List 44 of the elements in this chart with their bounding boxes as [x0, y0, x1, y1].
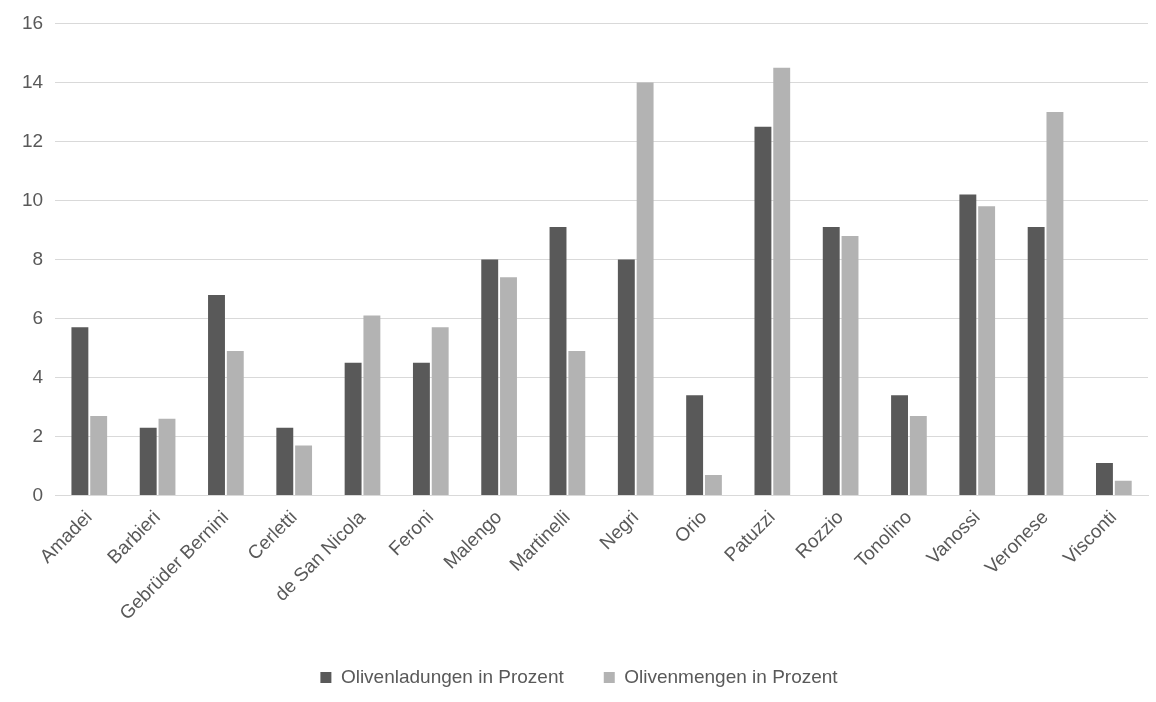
y-tick-label: 12: [21, 129, 44, 151]
bar: [568, 350, 586, 496]
y-tick-label: 0: [32, 483, 44, 505]
bar: [686, 395, 704, 496]
y-tick-label: 16: [21, 11, 44, 33]
bar: [909, 415, 927, 496]
bar: [71, 327, 89, 496]
bar: [481, 259, 499, 496]
bar: [208, 294, 225, 496]
bar: [344, 362, 362, 496]
bar: [1096, 463, 1113, 496]
bar: [139, 427, 157, 496]
bar: [1114, 480, 1132, 496]
y-tick-label: 6: [32, 306, 44, 328]
bar: [754, 126, 772, 496]
bar: [158, 418, 176, 496]
legend-label: Olivenladungen in Prozent: [340, 665, 565, 687]
x-tick-label: Orio: [670, 506, 711, 547]
y-tick-label: 10: [21, 188, 44, 210]
bar: [549, 227, 567, 496]
legend-label: Olivenmengen in Prozent: [624, 665, 839, 687]
bar: [295, 445, 313, 496]
y-tick-label: 8: [32, 247, 44, 269]
bar: [276, 427, 294, 496]
bar: [891, 395, 908, 496]
bar: [704, 474, 722, 496]
y-tick-label: 4: [32, 365, 44, 387]
bar: [636, 82, 654, 496]
bar: [226, 350, 244, 496]
bar: [822, 227, 840, 496]
y-tick-label: 2: [32, 424, 44, 446]
bar: [1027, 227, 1045, 496]
bar: [773, 67, 791, 496]
bar: [500, 277, 517, 496]
bar: [431, 327, 449, 496]
bar: [363, 315, 381, 496]
bar: [1046, 111, 1064, 496]
bar: [978, 206, 996, 496]
bar: [959, 194, 977, 496]
bar: [412, 362, 430, 496]
bar: [90, 415, 108, 496]
bar: [617, 259, 635, 496]
bar: [841, 235, 859, 496]
y-tick-label: 14: [21, 70, 44, 92]
